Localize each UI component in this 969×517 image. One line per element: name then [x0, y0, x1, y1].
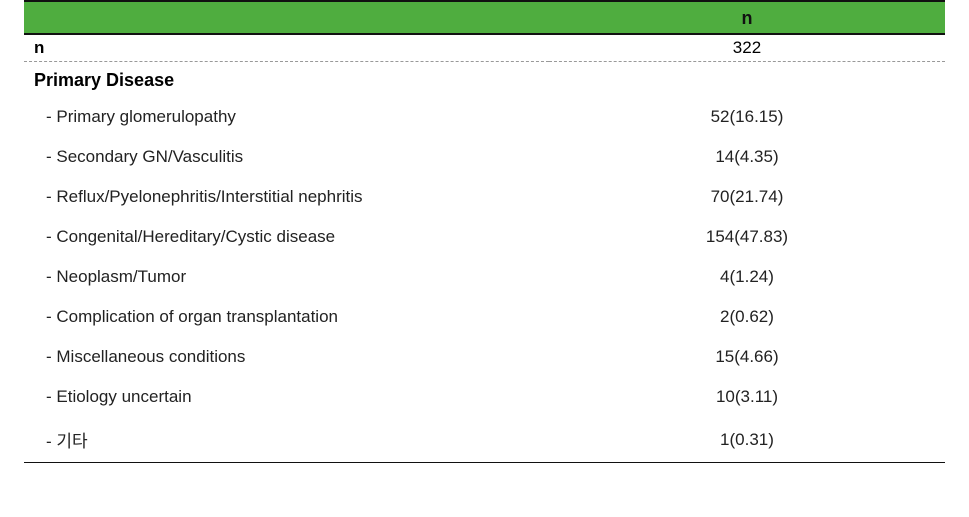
- table-row: - Neoplasm/Tumor4(1.24): [24, 257, 945, 297]
- row-label: - Reflux/Pyelonephritis/Interstitial nep…: [24, 177, 549, 217]
- section-title-row: Primary Disease: [24, 62, 945, 98]
- row-value: 14(4.35): [549, 137, 945, 177]
- row-label: - Complication of organ transplantation: [24, 297, 549, 337]
- table-row: - Complication of organ transplantation2…: [24, 297, 945, 337]
- header-label-cell: [24, 1, 549, 34]
- table-row: - Secondary GN/Vasculitis14(4.35): [24, 137, 945, 177]
- table-row: - Primary glomerulopathy52(16.15): [24, 97, 945, 137]
- row-value: 70(21.74): [549, 177, 945, 217]
- row-value: 4(1.24): [549, 257, 945, 297]
- table-row: - 기타1(0.31): [24, 417, 945, 463]
- table-container: n n 322 Primary Disease - Primary glomer…: [0, 0, 969, 483]
- row-value: 2(0.62): [549, 297, 945, 337]
- row-label: - Congenital/Hereditary/Cystic disease: [24, 217, 549, 257]
- row-label: - Secondary GN/Vasculitis: [24, 137, 549, 177]
- section-title: Primary Disease: [24, 62, 945, 98]
- row-value: 15(4.66): [549, 337, 945, 377]
- row-label: - Miscellaneous conditions: [24, 337, 549, 377]
- row-value: 1(0.31): [549, 417, 945, 463]
- primary-disease-table: n n 322 Primary Disease - Primary glomer…: [24, 0, 945, 463]
- table-body: n n 322 Primary Disease - Primary glomer…: [24, 1, 945, 463]
- n-row-label: n: [24, 34, 549, 62]
- table-header-row: n: [24, 1, 945, 34]
- table-row: - Etiology uncertain10(3.11): [24, 377, 945, 417]
- row-value: 52(16.15): [549, 97, 945, 137]
- row-label: - Etiology uncertain: [24, 377, 549, 417]
- table-row: - Miscellaneous conditions15(4.66): [24, 337, 945, 377]
- row-value: 154(47.83): [549, 217, 945, 257]
- n-row: n 322: [24, 34, 945, 62]
- row-label: - Neoplasm/Tumor: [24, 257, 549, 297]
- row-value: 10(3.11): [549, 377, 945, 417]
- row-label: - Primary glomerulopathy: [24, 97, 549, 137]
- row-label: - 기타: [24, 417, 549, 463]
- header-value-cell: n: [549, 1, 945, 34]
- table-row: - Reflux/Pyelonephritis/Interstitial nep…: [24, 177, 945, 217]
- table-row: - Congenital/Hereditary/Cystic disease15…: [24, 217, 945, 257]
- n-row-value: 322: [549, 34, 945, 62]
